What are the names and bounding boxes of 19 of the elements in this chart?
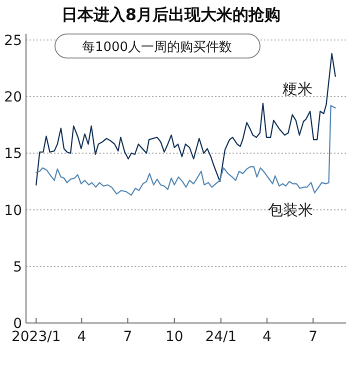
chart-subtitle: 每1000人一周的购买件数 <box>82 40 232 55</box>
y-tick-label: 15 <box>4 146 22 162</box>
x-tick-label: 2023/1 <box>11 329 61 345</box>
series-label: 包装米 <box>268 200 313 219</box>
line-series <box>36 105 336 196</box>
y-tick-label: 0 <box>13 316 22 332</box>
y-tick-label: 20 <box>4 90 22 106</box>
x-tick-label: 4 <box>77 329 86 345</box>
series-label: 粳米 <box>282 80 312 98</box>
x-tick-label: 7 <box>123 329 132 345</box>
line-series <box>36 52 336 186</box>
x-tick-label: 4 <box>262 329 272 345</box>
y-tick-label: 10 <box>4 202 22 219</box>
chart-title: 日本进入8月后出现大米的抢购 <box>61 5 281 24</box>
x-tick-label: 24/1 <box>205 329 237 345</box>
x-tick-label: 7 <box>308 329 318 345</box>
y-tick-label: 5 <box>13 259 22 276</box>
y-tick-label: 25 <box>4 33 22 49</box>
x-tick-label: 10 <box>165 329 184 345</box>
